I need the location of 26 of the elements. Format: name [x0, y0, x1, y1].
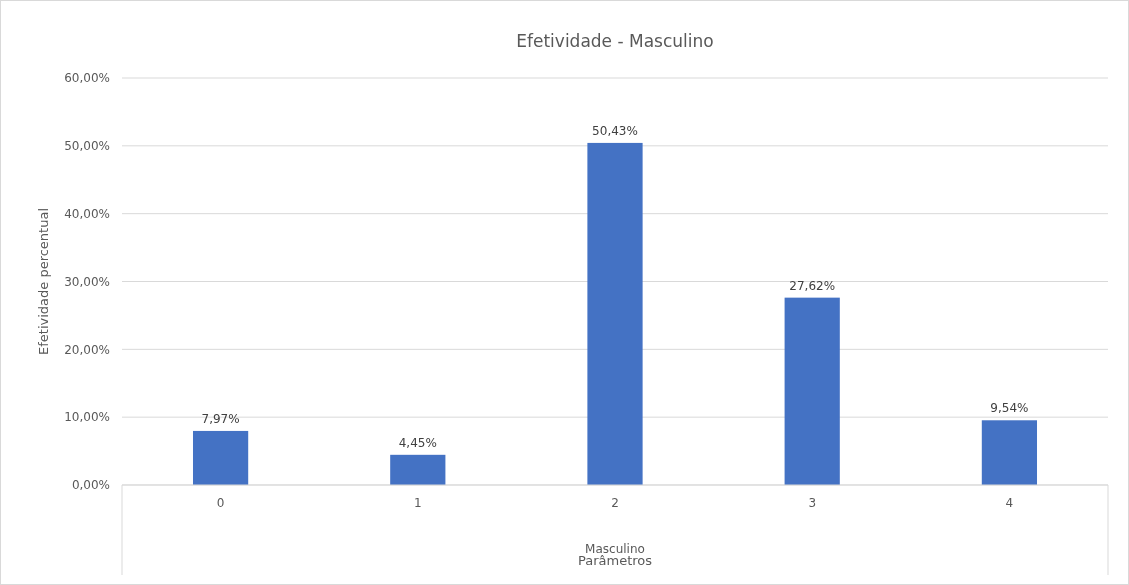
bar [981, 420, 1038, 485]
bar [390, 454, 446, 485]
data-label: 4,45% [398, 435, 437, 450]
data-label: 50,43% [592, 123, 638, 138]
text: Masculino [585, 542, 645, 556]
chart-title: Efetividade - Masculino [516, 31, 714, 51]
y-tick-label: 30,00% [64, 274, 110, 289]
y-tick-label: 20,00% [64, 342, 110, 357]
y-tick-label: 10,00% [64, 410, 110, 425]
y-tick-label: 50,00% [64, 139, 110, 154]
bar [784, 297, 840, 485]
data-label: 7,97% [201, 411, 240, 426]
y-axis-title: Efetividade percentual [36, 207, 51, 356]
x-tick-label: 2 [611, 496, 619, 510]
data-label: 27,62% [789, 278, 836, 293]
y-tick-label: 0,00% [71, 478, 110, 493]
x-tick-label: 1 [413, 496, 422, 510]
y-tick-label: 40,00% [64, 206, 110, 221]
x-axis-title: Parâmetros [577, 553, 653, 568]
x-tick-label: 0 [216, 496, 225, 510]
bar [192, 430, 249, 485]
x-tick-label: 3 [808, 496, 817, 510]
y-tick-label: 60,00% [64, 71, 110, 86]
x-tick-label: 4 [1005, 496, 1014, 510]
data-label: 9,54% [990, 401, 1029, 416]
bar [587, 142, 643, 485]
